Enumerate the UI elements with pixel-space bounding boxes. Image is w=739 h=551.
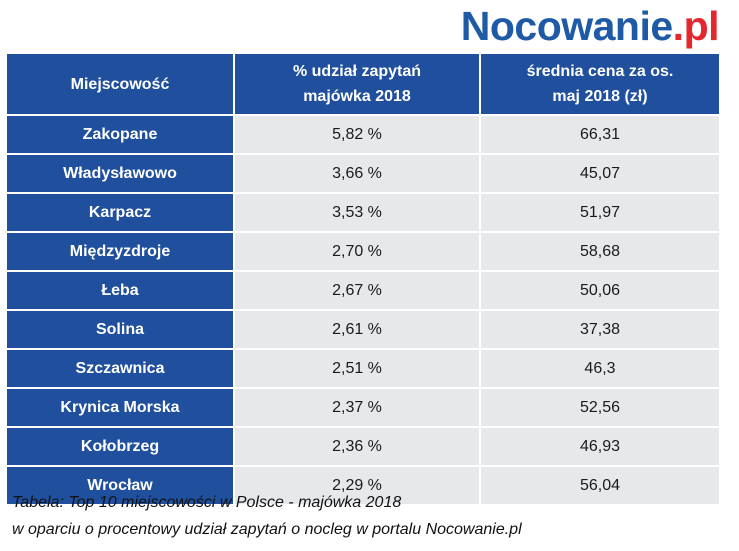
city-cell: Wrocław: [5, 465, 235, 506]
logo-brand-text: Nocowanie: [460, 3, 673, 49]
city-cell: Łeba: [5, 270, 235, 311]
share-cell: 2,36 %: [233, 426, 481, 467]
table-body: Zakopane 5,82 % 66,31 Władysławowo 3,66 % 45,…: [5, 114, 721, 506]
city-cell: Władysławowo: [5, 153, 235, 194]
share-cell: 2,29 %: [233, 465, 481, 506]
price-cell: 52,56: [479, 387, 721, 428]
city-cell: Solina: [5, 309, 235, 350]
price-cell: 51,97: [479, 192, 721, 233]
price-cell: 66,31: [479, 114, 721, 155]
caption-line1: Tabela: Top 10 miejscowości w Polsce - m…: [12, 494, 402, 511]
city-cell: Zakopane: [5, 114, 235, 155]
nocowanie-logo: Nocowanie.pl: [460, 2, 720, 50]
table-row: Władysławowo 3,66 % 45,07: [5, 153, 721, 194]
share-cell: 3,53 %: [233, 192, 481, 233]
city-cell: Międzyzdroje: [5, 231, 235, 272]
table-row: Międzyzdroje 2,70 % 58,68: [5, 231, 721, 272]
city-cell: Kołobrzeg: [5, 426, 235, 467]
city-cell: Szczawnica: [5, 348, 235, 389]
share-cell: 5,82 %: [233, 114, 481, 155]
share-cell: 2,61 %: [233, 309, 481, 350]
share-cell: 2,51 %: [233, 348, 481, 389]
share-cell: 2,70 %: [233, 231, 481, 272]
table-row: Zakopane 5,82 % 66,31: [5, 114, 721, 155]
price-cell: 46,93: [479, 426, 721, 467]
header-price-line1: średnia cena za os.: [526, 63, 674, 80]
table-row: Łeba 2,67 % 50,06: [5, 270, 721, 311]
price-cell: 50,06: [479, 270, 721, 311]
table-caption: Tabela: Top 10 miejscowości w Polsce - m…: [12, 489, 522, 543]
price-cell: 46,3: [479, 348, 721, 389]
table-row: Wrocław 2,29 % 56,04: [5, 465, 721, 506]
destinations-table: Miejscowość % udział zapytań majówka 201…: [5, 52, 721, 506]
table-row: Szczawnica 2,51 % 46,3: [5, 348, 721, 389]
header-city: Miejscowość: [5, 52, 235, 116]
header-price: średnia cena za os. maj 2018 (zł): [479, 52, 721, 116]
table-row: Kołobrzeg 2,36 % 46,93: [5, 426, 721, 467]
price-cell: 56,04: [479, 465, 721, 506]
caption-line2: w oparciu o procentowy udział zapytań o …: [12, 521, 522, 538]
header-share: % udział zapytań majówka 2018: [233, 52, 481, 116]
price-cell: 37,38: [479, 309, 721, 350]
city-cell: Krynica Morska: [5, 387, 235, 428]
share-cell: 3,66 %: [233, 153, 481, 194]
header-share-line1: % udział zapytań: [292, 63, 422, 80]
price-cell: 58,68: [479, 231, 721, 272]
table-header-row: Miejscowość % udział zapytań majówka 201…: [5, 52, 721, 116]
logo-tld-text: .pl: [672, 3, 720, 49]
share-cell: 2,67 %: [233, 270, 481, 311]
share-cell: 2,37 %: [233, 387, 481, 428]
table-row: Solina 2,61 % 37,38: [5, 309, 721, 350]
table-row: Krynica Morska 2,37 % 52,56: [5, 387, 721, 428]
header-price-line2: maj 2018 (zł): [552, 88, 648, 105]
header-share-line2: majówka 2018: [303, 88, 411, 105]
city-cell: Karpacz: [5, 192, 235, 233]
table-row: Karpacz 3,53 % 51,97: [5, 192, 721, 233]
price-cell: 45,07: [479, 153, 721, 194]
